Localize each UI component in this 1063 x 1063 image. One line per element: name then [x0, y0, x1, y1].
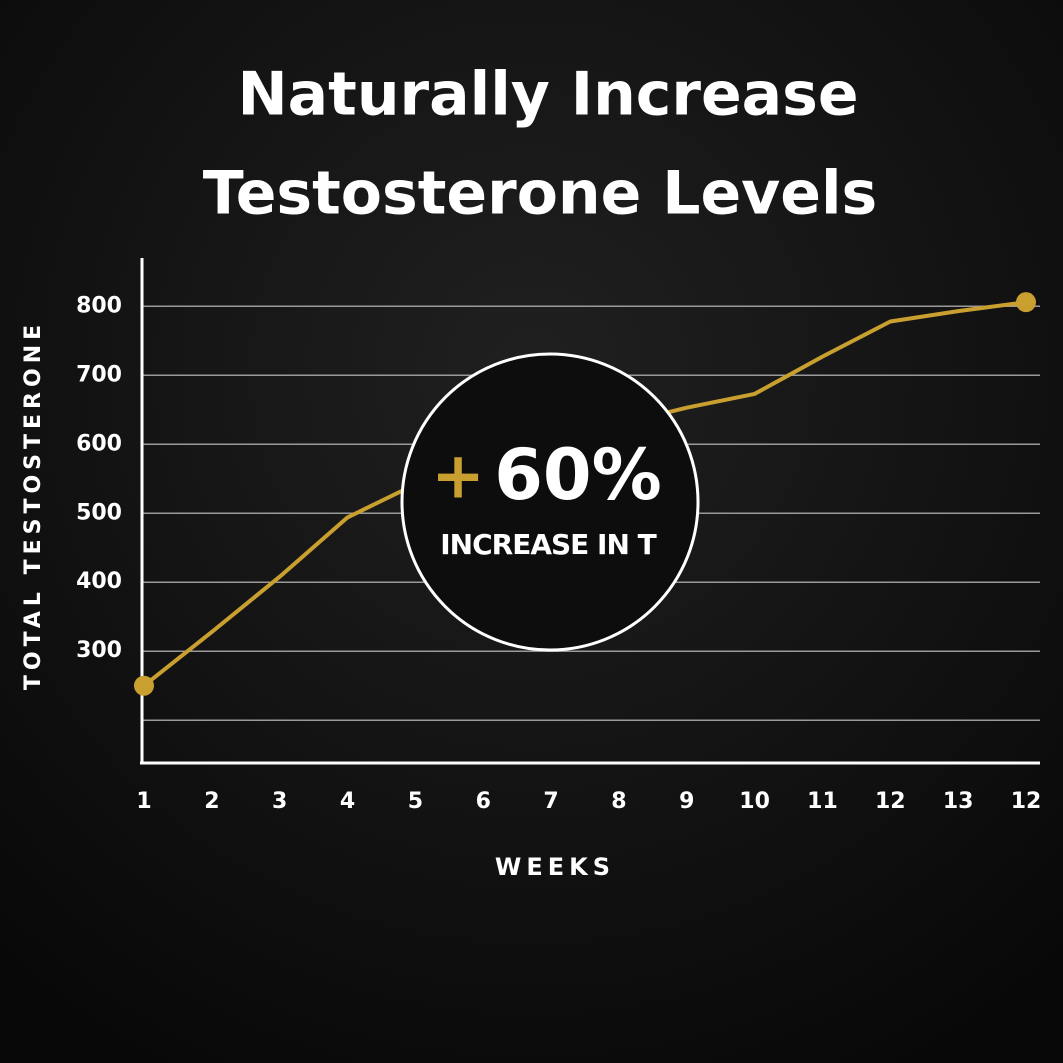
badge-circle [400, 352, 700, 652]
y-axis-label: TOTAL TESTOSTERONE [21, 320, 46, 690]
y-tick-label: 800 [76, 293, 122, 318]
y-tick-label: 500 [76, 500, 122, 525]
x-tick-label: 9 [679, 789, 694, 814]
badge-figure: 60% [494, 434, 662, 516]
chart-title: Testosterone Levels [203, 159, 877, 229]
chart-title: Naturally Increase [237, 60, 858, 130]
badge: + 60% INCREASE IN T [400, 352, 700, 652]
x-tick-label: 7 [543, 789, 558, 814]
y-tick-label: 700 [76, 362, 122, 387]
badge-caption: INCREASE IN T [440, 528, 656, 561]
x-tick-label: 13 [943, 789, 974, 814]
y-tick-label: 600 [76, 431, 122, 456]
x-tick-label: 12 [875, 789, 906, 814]
x-axis-label: WEEKS [495, 853, 615, 881]
x-tick-label: 11 [807, 789, 838, 814]
x-tick-label: 6 [476, 789, 491, 814]
x-tick-label: 4 [340, 789, 355, 814]
x-tick-label: 12 [1011, 789, 1042, 814]
x-tick-label: 2 [204, 789, 219, 814]
x-tick-label: 8 [611, 789, 626, 814]
x-tick-label: 3 [272, 789, 287, 814]
x-tick-label: 10 [739, 789, 770, 814]
y-tick-label: 300 [76, 638, 122, 663]
x-tick-label: 1 [136, 789, 151, 814]
badge-sign: + [431, 440, 485, 514]
y-tick-label: 400 [76, 569, 122, 594]
end-marker [1016, 292, 1036, 313]
end-marker [134, 675, 154, 696]
x-tick-label: 5 [408, 789, 423, 814]
